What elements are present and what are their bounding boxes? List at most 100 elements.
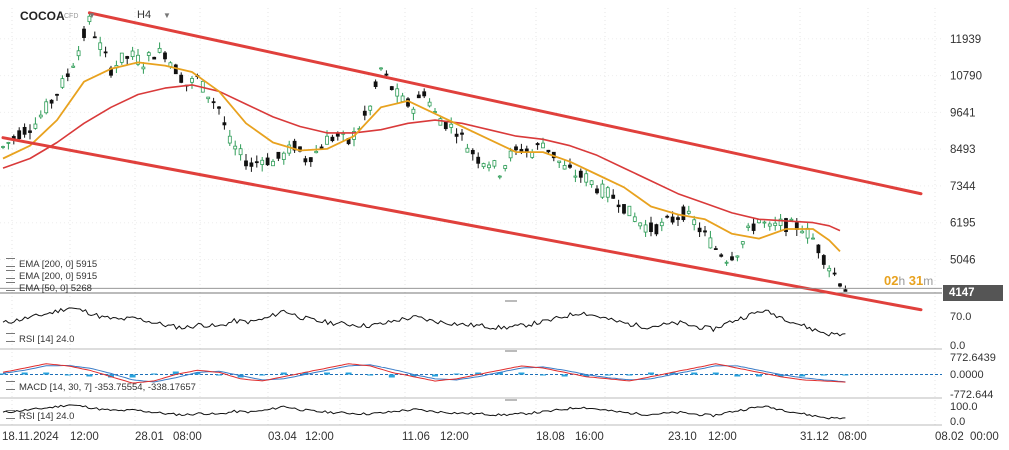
candle <box>643 224 648 233</box>
macd-histogram-bar <box>453 373 460 375</box>
rsi2-axis-tick: 100.0 <box>950 401 978 413</box>
candle <box>800 230 805 234</box>
ema-200-line <box>2 84 841 232</box>
channel-lower-trendline <box>1 136 923 312</box>
panel-resize-handle <box>505 350 517 352</box>
candle <box>373 81 378 87</box>
candle <box>719 254 724 257</box>
candle <box>314 150 319 154</box>
countdown-minutes: 31 <box>908 273 924 288</box>
legend-ema200-a[interactable]: EMA [200, 0] 5915 <box>6 258 97 270</box>
time-axis-tick: 08.02 <box>935 431 964 443</box>
indicator-menu-icon[interactable] <box>6 282 15 291</box>
macd-axis-tick: 772.6439 <box>950 352 996 364</box>
candle <box>508 150 513 159</box>
candle <box>832 272 837 275</box>
candle <box>427 101 432 107</box>
macd-histogram-bar <box>367 374 374 376</box>
candle <box>751 223 756 231</box>
legend-ema50[interactable]: EMA [50, 0] 5268 <box>6 282 92 294</box>
macd-axis-tick: 0.0000 <box>950 369 984 381</box>
candle <box>60 78 65 88</box>
macd-histogram-bar <box>129 374 136 378</box>
macd-histogram-bar <box>259 374 266 376</box>
candle <box>157 47 162 53</box>
legend-macd[interactable]: MACD [14, 30, 7] -353.75554, -338.17657 <box>6 381 196 393</box>
candle <box>681 206 686 221</box>
macd-histogram-bar <box>604 374 611 376</box>
macd-histogram-bar <box>194 372 201 375</box>
candle <box>524 148 529 152</box>
price-axis-tick: 9641 <box>950 107 976 119</box>
macd-histogram-bar <box>151 373 158 375</box>
candle <box>125 56 130 59</box>
candle <box>55 93 59 96</box>
macd-histogram-bar <box>216 374 222 376</box>
ema-50-line <box>2 61 841 253</box>
macd-histogram-bar <box>626 374 633 376</box>
candle <box>686 210 691 214</box>
candle <box>649 222 653 232</box>
candle <box>276 151 281 159</box>
indicator-menu-icon[interactable] <box>6 410 15 419</box>
symbol-title[interactable]: COCOA <box>20 9 65 23</box>
candle <box>422 91 427 97</box>
legend-rsi-2[interactable]: RSI [14] 24.0 <box>6 410 74 422</box>
legend-label: EMA [200, 0] 5915 <box>19 259 98 270</box>
candle <box>254 161 259 164</box>
candle <box>767 223 772 227</box>
candle <box>179 74 184 83</box>
indicator-menu-icon[interactable] <box>6 381 15 390</box>
candle <box>762 221 767 224</box>
symbol-dropdown-icon[interactable]: ▼ <box>88 11 96 20</box>
rsi1-axis-tick: 0.0 <box>950 340 965 352</box>
legend-ema200-b[interactable]: EMA [200, 0] 5915 <box>6 270 97 282</box>
time-axis-tick: 00:00 <box>970 431 999 443</box>
candle <box>136 54 140 65</box>
candle <box>789 218 794 221</box>
candle <box>6 142 11 144</box>
timeframe-dropdown-icon[interactable]: ▼ <box>163 11 171 20</box>
candle <box>632 216 637 222</box>
macd-histogram-bar <box>496 372 503 375</box>
timeframe-selector[interactable]: H4 <box>137 9 152 21</box>
candle <box>411 108 416 114</box>
macd-histogram-bar <box>324 372 330 375</box>
macd-histogram-bar <box>86 374 93 377</box>
time-axis-tick: 16:00 <box>575 431 604 443</box>
candle <box>416 94 421 99</box>
candle <box>665 215 670 218</box>
candle <box>130 50 135 58</box>
macd-histogram-bar <box>561 374 568 377</box>
candle <box>838 283 842 287</box>
legend-label: RSI [14] 24.0 <box>19 334 75 345</box>
candle <box>303 158 308 163</box>
candle <box>589 180 594 186</box>
legend-label: EMA [200, 0] 5915 <box>19 271 98 282</box>
candle <box>368 105 373 111</box>
candle <box>146 52 151 56</box>
macd-histogram-bar <box>691 372 698 375</box>
candle <box>692 219 697 226</box>
candle <box>708 237 713 249</box>
time-axis-tick: 18.08 <box>536 431 565 443</box>
price-axis-tick: 5046 <box>950 255 976 267</box>
price-axis-tick: 7344 <box>950 181 976 193</box>
macd-axis-tick: -772.644 <box>950 389 993 401</box>
candle <box>152 56 157 60</box>
indicator-menu-icon[interactable] <box>6 270 15 279</box>
legend-rsi-1[interactable]: RSI [14] 24.0 <box>6 333 74 345</box>
candle <box>670 216 675 223</box>
candle <box>697 227 702 233</box>
candle <box>541 142 545 149</box>
candle <box>389 86 394 91</box>
candle <box>778 218 783 226</box>
candle <box>325 135 329 145</box>
candle <box>730 256 734 261</box>
candle <box>568 164 572 168</box>
indicator-menu-icon[interactable] <box>6 258 15 267</box>
macd-histogram-bar <box>799 374 806 377</box>
indicator-menu-icon[interactable] <box>6 333 15 342</box>
macd-signal-line <box>2 364 846 383</box>
